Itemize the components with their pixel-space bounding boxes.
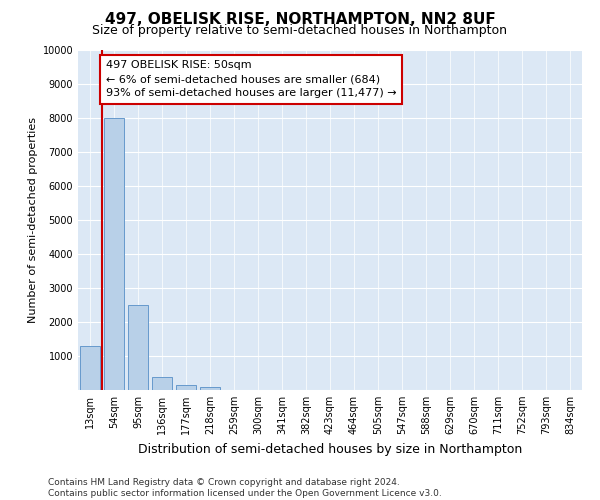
Bar <box>128 305 148 390</box>
Text: 497, OBELISK RISE, NORTHAMPTON, NN2 8UF: 497, OBELISK RISE, NORTHAMPTON, NN2 8UF <box>104 12 496 28</box>
Bar <box>176 385 196 390</box>
Text: Size of property relative to semi-detached houses in Northampton: Size of property relative to semi-detach… <box>92 24 508 37</box>
Bar <box>200 386 220 390</box>
Bar <box>80 346 100 390</box>
X-axis label: Distribution of semi-detached houses by size in Northampton: Distribution of semi-detached houses by … <box>138 442 522 456</box>
Bar <box>104 118 124 390</box>
Y-axis label: Number of semi-detached properties: Number of semi-detached properties <box>28 117 38 323</box>
Text: Contains HM Land Registry data © Crown copyright and database right 2024.
Contai: Contains HM Land Registry data © Crown c… <box>48 478 442 498</box>
Bar <box>152 377 172 390</box>
Text: 497 OBELISK RISE: 50sqm
← 6% of semi-detached houses are smaller (684)
93% of se: 497 OBELISK RISE: 50sqm ← 6% of semi-det… <box>106 60 396 98</box>
